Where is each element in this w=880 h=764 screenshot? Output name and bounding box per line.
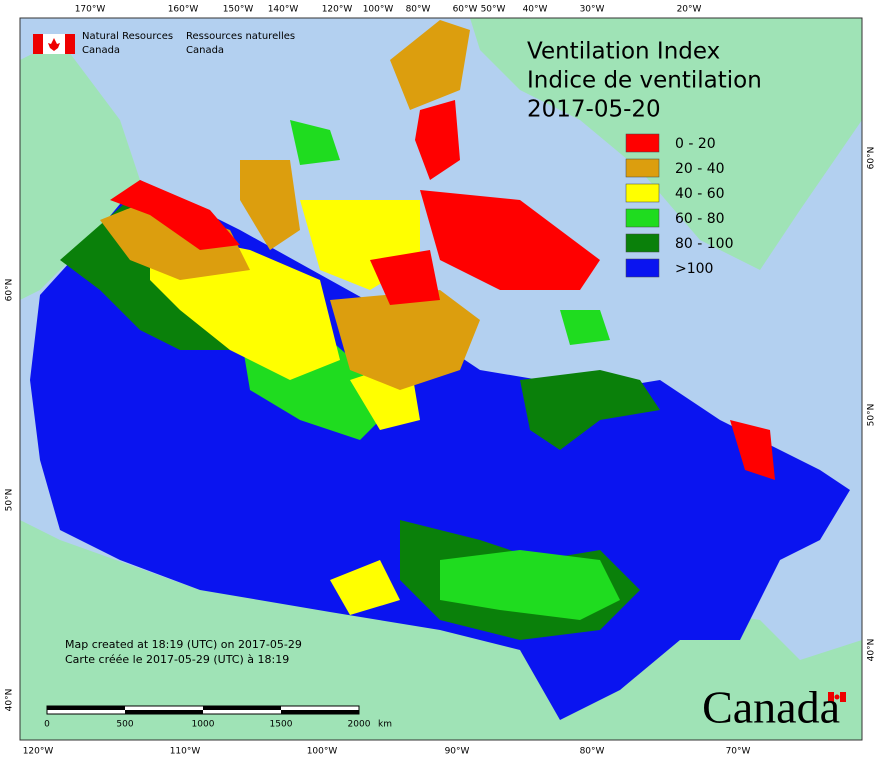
- org-fr: Canada: [186, 45, 224, 56]
- latitude-label: 60°N: [5, 279, 15, 302]
- latitude-label: 40°N: [5, 689, 15, 712]
- zone-green: [290, 120, 340, 165]
- zone-red: [415, 100, 460, 180]
- legend-swatch: [625, 233, 660, 253]
- wordmark: Canada: [702, 682, 840, 733]
- zone-orange: [240, 160, 300, 250]
- flag-leaf: [48, 38, 60, 51]
- scale-segment: [125, 710, 203, 714]
- zone-red: [370, 250, 440, 305]
- latitude-label: 50°N: [5, 489, 15, 512]
- latitude-label: 40°N: [867, 639, 877, 662]
- longitude-label: 120°W: [322, 5, 353, 15]
- zone-green: [440, 550, 620, 620]
- legend-label: 60 - 80: [675, 211, 725, 227]
- flag-bar: [65, 34, 75, 54]
- legend-label: 40 - 60: [675, 186, 725, 202]
- title: Indice de ventilation: [527, 68, 762, 94]
- longitude-label: 150°W: [223, 5, 254, 15]
- index-zones: [30, 20, 850, 720]
- latitude-label: 50°N: [867, 404, 877, 427]
- longitude-label: 60°W: [453, 5, 478, 15]
- legend-label: >100: [675, 261, 713, 277]
- scale-segment: [47, 706, 125, 710]
- flag-leaf: [834, 694, 840, 700]
- legend-swatch: [625, 158, 660, 178]
- zone-red: [730, 420, 775, 480]
- scale-label: 1500: [270, 720, 293, 730]
- frame: [19, 17, 863, 741]
- legend-swatch: [625, 258, 660, 278]
- longitude-label: 90°W: [445, 747, 470, 757]
- legend-label: 80 - 100: [675, 236, 734, 252]
- zone-orange: [330, 290, 480, 390]
- zone-orange: [390, 20, 470, 110]
- scale-unit: km: [378, 720, 392, 730]
- scale-label: 500: [116, 720, 133, 730]
- longitude-label: 50°W: [481, 5, 506, 15]
- greenland: [470, 18, 862, 270]
- longitude-label: 100°W: [307, 747, 338, 757]
- longitude-label: 140°W: [268, 5, 299, 15]
- legend-swatch: [625, 183, 660, 203]
- longitude-label: 30°W: [580, 5, 605, 15]
- latitude-label: 60°N: [867, 147, 877, 170]
- scale-label: 0: [44, 720, 50, 730]
- legend-swatch: [625, 133, 660, 153]
- flag-bar: [828, 692, 834, 702]
- legend-label: 20 - 40: [675, 161, 725, 177]
- scale-label: 2000: [348, 720, 371, 730]
- zone-red: [420, 190, 600, 290]
- zone-green: [560, 310, 610, 345]
- longitude-label: 80°W: [580, 747, 605, 757]
- legend-label: 0 - 20: [675, 136, 716, 152]
- longitude-label: 100°W: [363, 5, 394, 15]
- longitude-label: 20°W: [677, 5, 702, 15]
- united-states: [20, 520, 862, 740]
- zone-darkgreen: [520, 370, 660, 450]
- scale-segment: [203, 706, 281, 710]
- title: Ventilation Index: [527, 39, 720, 65]
- logo-flag: [33, 34, 846, 702]
- zone-red: [110, 180, 240, 250]
- longitude-label: 70°W: [726, 747, 751, 757]
- longitude-label: 80°W: [406, 5, 431, 15]
- longitude-label: 40°W: [523, 5, 548, 15]
- longitude-label: 160°W: [168, 5, 199, 15]
- flag-bar: [33, 34, 43, 54]
- title-date: 2017-05-20: [527, 97, 661, 123]
- credit: Map created at 18:19 (UTC) on 2017-05-29: [65, 638, 302, 651]
- longitude-label: 120°W: [23, 747, 54, 757]
- land: [20, 18, 862, 740]
- org-fr: Ressources naturelles: [186, 31, 295, 42]
- org-en: Natural Resources: [82, 31, 173, 42]
- zone-yellow: [330, 560, 400, 615]
- longitude-label: 170°W: [75, 5, 106, 15]
- longitude-label: 110°W: [170, 747, 201, 757]
- legend-swatch: [625, 208, 660, 228]
- scale-bar: [46, 705, 360, 715]
- alaska: [20, 40, 140, 300]
- credit: Carte créée le 2017-05-29 (UTC) à 18:19: [65, 653, 289, 666]
- flag-bar: [840, 692, 846, 702]
- scale-label: 1000: [192, 720, 215, 730]
- zone-orange: [100, 200, 250, 280]
- org-en: Canada: [82, 45, 120, 56]
- scale-segment: [281, 710, 359, 714]
